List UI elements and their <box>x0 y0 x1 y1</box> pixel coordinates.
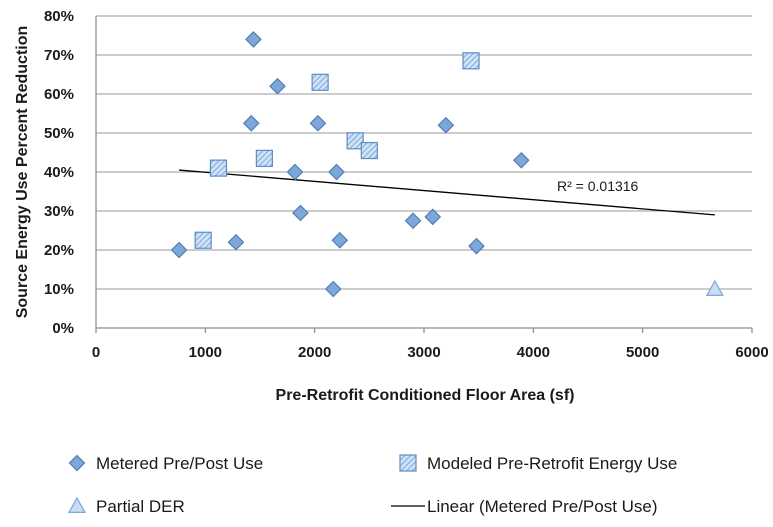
data-point <box>331 231 349 249</box>
x-tick-label: 0 <box>92 344 100 361</box>
legend-marker <box>399 454 417 472</box>
data-point <box>194 231 212 249</box>
data-point <box>242 114 260 132</box>
data-point <box>462 52 480 70</box>
y-tick-labels: 0% 10% 20% 30% 40% 50% 60% 70% 80% <box>44 8 74 337</box>
y-tick-label: 30% <box>44 203 74 220</box>
y-tick-label: 60% <box>44 86 74 103</box>
legend-marker <box>68 454 86 472</box>
data-point <box>328 163 345 181</box>
x-tick-label: 2000 <box>298 344 331 361</box>
data-point <box>292 204 309 222</box>
x-tick-label: 1000 <box>189 344 222 361</box>
data-point <box>209 159 228 177</box>
x-tick-labels: 0 1000 2000 3000 4000 5000 6000 <box>92 344 769 361</box>
data-point <box>346 132 364 150</box>
legend-label: Modeled Pre-Retrofit Energy Use <box>427 454 677 473</box>
data-point <box>227 233 245 251</box>
y-tick-label: 50% <box>44 125 74 142</box>
x-tick-label: 5000 <box>626 344 659 361</box>
y-tick-label: 70% <box>44 47 74 64</box>
axes <box>95 16 753 333</box>
data-point <box>324 280 342 298</box>
legend-marker <box>67 496 87 514</box>
x-axis-title: Pre-Retrofit Conditioned Floor Area (sf) <box>276 387 575 404</box>
data-point <box>424 208 442 226</box>
data-point <box>311 73 329 91</box>
data-point <box>404 212 422 230</box>
x-tick-label: 3000 <box>407 344 440 361</box>
x-tick-label: 6000 <box>735 344 768 361</box>
r-squared-annotation: R² = 0.01316 <box>557 178 639 194</box>
legend-label: Linear (Metered Pre/Post Use) <box>427 497 658 516</box>
y-tick-label: 80% <box>44 8 74 25</box>
y-tick-label: 40% <box>44 164 74 181</box>
data-point <box>255 149 273 167</box>
trendline-path <box>179 169 715 216</box>
data-point <box>286 163 304 181</box>
gridlines <box>96 15 752 290</box>
data-point <box>468 237 485 255</box>
trendline <box>179 169 715 216</box>
data-point <box>170 241 188 259</box>
x-tick-label: 4000 <box>517 344 550 361</box>
data-point <box>360 141 378 160</box>
data-point <box>245 31 262 48</box>
y-tick-label: 0% <box>52 320 74 337</box>
data-point <box>437 116 455 134</box>
legend-label: Partial DER <box>96 497 185 516</box>
legend: Metered Pre/Post Use Modeled Pre-Retrofit… <box>67 454 677 516</box>
data-point <box>705 279 724 296</box>
legend-label: Metered Pre/Post Use <box>96 454 263 473</box>
data-points <box>170 31 724 298</box>
y-tick-label: 20% <box>44 242 74 259</box>
data-point <box>269 77 286 95</box>
data-point <box>309 114 327 132</box>
y-tick-label: 10% <box>44 281 74 298</box>
y-axis-title: Source Energy Use Percent Reduction <box>14 26 31 319</box>
data-point <box>512 151 530 169</box>
